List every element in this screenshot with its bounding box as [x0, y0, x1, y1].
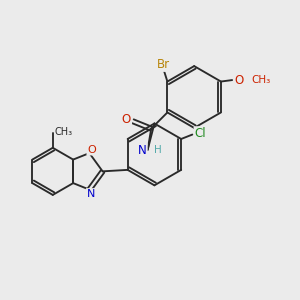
- Text: CH₃: CH₃: [54, 127, 72, 136]
- Text: N: N: [138, 144, 147, 157]
- Text: H: H: [154, 146, 162, 155]
- Text: O: O: [235, 74, 244, 87]
- Text: CH₃: CH₃: [252, 75, 271, 85]
- Text: Br: Br: [157, 58, 170, 71]
- Text: O: O: [122, 113, 131, 126]
- Text: Cl: Cl: [194, 127, 206, 140]
- Text: O: O: [87, 145, 96, 154]
- Text: N: N: [87, 189, 95, 199]
